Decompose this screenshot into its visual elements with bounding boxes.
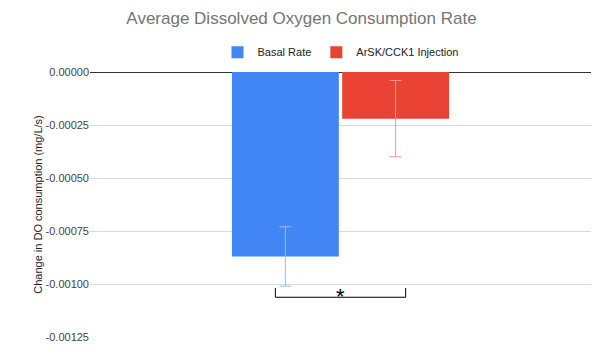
svg-text:-0.00025: -0.00025 bbox=[46, 119, 89, 131]
svg-text:-0.00125: -0.00125 bbox=[46, 331, 89, 343]
svg-text:-0.00075: -0.00075 bbox=[46, 225, 89, 237]
svg-text:Average Dissolved Oxygen Consu: Average Dissolved Oxygen Consumption Rat… bbox=[126, 9, 476, 28]
svg-text:-0.00100: -0.00100 bbox=[46, 278, 89, 290]
svg-text:*: * bbox=[336, 284, 345, 309]
svg-text:0.00000: 0.00000 bbox=[49, 66, 89, 78]
svg-text:ArSK/CCK1 Injection: ArSK/CCK1 Injection bbox=[356, 46, 458, 58]
svg-text:-0.00050: -0.00050 bbox=[46, 172, 89, 184]
svg-text:Change in DO consumption (mg/L: Change in DO consumption (mg/L/s) bbox=[32, 115, 44, 294]
svg-text:Basal Rate: Basal Rate bbox=[258, 46, 312, 58]
